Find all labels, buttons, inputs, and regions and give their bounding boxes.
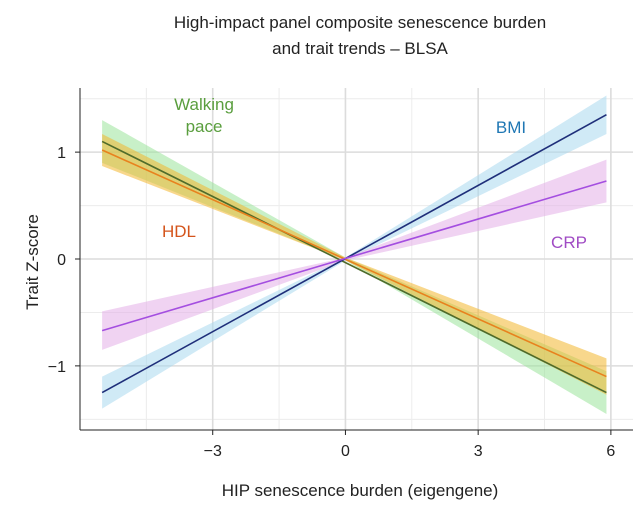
- confidence-band-bmi: [102, 95, 607, 409]
- x-tick-label: 0: [341, 443, 350, 460]
- confidence-band-walking-pace: [102, 120, 607, 414]
- series-label-walking-pace: pace: [186, 117, 223, 136]
- y-tick-label: −1: [48, 359, 66, 376]
- chart-title-line-2: and trait trends – BLSA: [272, 39, 448, 58]
- series-labels: Walking pace HDL BMI CRP: [162, 95, 587, 252]
- x-tick-label: 6: [606, 443, 615, 460]
- axes: [75, 88, 633, 435]
- series-label-hdl: HDL: [162, 222, 196, 241]
- y-tick-label: 0: [57, 252, 66, 269]
- trend-line-crp: [101, 180, 607, 332]
- chart-title-line-1: High-impact panel composite senescence b…: [174, 13, 546, 32]
- x-axis-title: HIP senescence burden (eigengene): [222, 481, 499, 500]
- series-label-crp: CRP: [551, 233, 587, 252]
- x-tick-label: −3: [204, 443, 222, 460]
- y-axis-title: Trait Z-score: [23, 214, 42, 310]
- trend-lines: [101, 114, 607, 394]
- trend-line-hdl: [101, 149, 607, 378]
- confidence-band-crp: [102, 159, 607, 350]
- x-tick-label: 3: [474, 443, 483, 460]
- y-tick-label: 1: [57, 145, 66, 162]
- series-label-walking-pace: Walking: [174, 95, 234, 114]
- chart-title: High-impact panel composite senescence b…: [174, 13, 546, 58]
- series-label-bmi: BMI: [496, 118, 526, 137]
- trend-line-bmi: [101, 114, 607, 394]
- trend-line-walking-pace: [101, 140, 607, 394]
- tick-labels: −3 0 3 6 −1 0 1: [48, 145, 616, 460]
